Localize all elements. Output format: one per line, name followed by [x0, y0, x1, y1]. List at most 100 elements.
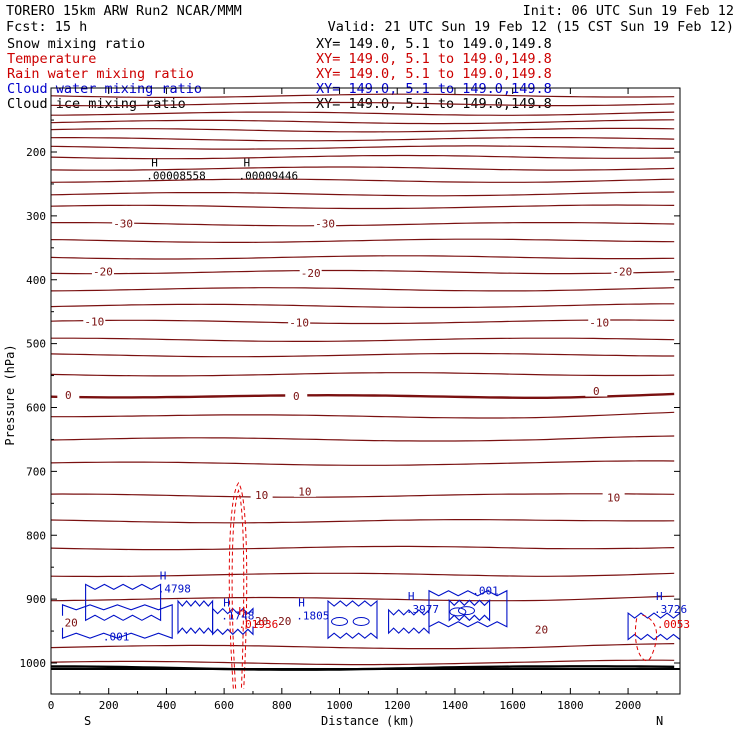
isotherm-label: 0	[65, 389, 72, 402]
x-tick-label: 1400	[442, 699, 469, 712]
isotherm-line	[51, 372, 675, 377]
cloud-water-maximum-marker: H	[160, 570, 167, 583]
isotherm-label: -20	[93, 266, 113, 279]
isotherm-line	[51, 93, 675, 98]
x-axis: 0 200 400 600 800 1000 1200 1400 1600 1800 2000	[48, 88, 658, 712]
cloud-water-maximum-marker: H	[223, 597, 230, 610]
cloud-water-maximum-value: .3977	[406, 603, 439, 616]
cloud-water-contour	[352, 616, 370, 626]
y-axis-title: Pressure (hPa)	[3, 344, 17, 445]
y-tick-label: 200	[26, 146, 46, 159]
cloud-water-maximum-value: .001	[103, 631, 130, 644]
legend-xy: XY= 149.0, 5.1 to 149.0,149.8	[316, 66, 552, 82]
rain-water-contours	[228, 482, 658, 689]
isotherm-labels: -30 -30 -20 -20 -20 -10 -10 -10 0 0 0 10 10 10 20 20 20 2…	[57, 217, 634, 636]
cloud-water-maximum-value: .4798	[158, 583, 191, 596]
isotherm-label: 10	[255, 489, 268, 502]
isotherm-label-bg	[250, 488, 273, 501]
isotherm-label-bg	[57, 388, 80, 401]
isotherm-label: -10	[84, 315, 104, 328]
isotherm-line	[51, 435, 675, 442]
x-tick-label: 600	[214, 699, 234, 712]
cloud-water-maximum-value: .001	[472, 585, 499, 598]
x-endpoint-right: N	[656, 714, 663, 728]
isotherm-line	[51, 337, 675, 342]
cloud-water-maximum-marker: H	[408, 590, 415, 603]
isotherm-line	[51, 411, 675, 419]
rain-water-maximum-marker: H	[239, 605, 246, 618]
x-tick-label: 1200	[384, 699, 411, 712]
legend-name: Rain water mixing ratio	[7, 66, 194, 82]
isotherm-line	[51, 119, 675, 125]
cloud-water-contour	[85, 583, 162, 622]
y-tick-label: 600	[26, 402, 46, 415]
isotherm-label: 10	[607, 492, 620, 505]
isotherm-label-bg	[588, 316, 611, 329]
cloud-water-contour	[428, 589, 508, 628]
isotherm-label-bg	[83, 314, 106, 327]
isotherm-label-bg	[585, 384, 608, 397]
isotherm-label: 20	[278, 615, 291, 628]
snow-maximum-marker: H	[151, 156, 158, 169]
isotherm-line	[51, 178, 675, 183]
isotherm-line	[51, 303, 675, 309]
header-title: TORERO 15km ARW Run2 NCAR/MMM	[6, 3, 242, 19]
isotherm-label-bg	[602, 491, 625, 504]
isotherm-line	[51, 269, 675, 275]
isotherm-line	[51, 352, 675, 358]
isotherm-line	[51, 519, 675, 524]
x-tick-label: 400	[156, 699, 176, 712]
isotherm-line	[51, 493, 675, 498]
legend-xy: XY= 149.0, 5.1 to 149.0,149.8	[316, 51, 552, 67]
isotherm-label: -30	[113, 218, 133, 231]
cloud-water-contours	[61, 583, 680, 641]
x-tick-label: 800	[272, 699, 292, 712]
isotherm-label-bg	[60, 615, 83, 628]
cloud-water-maximum-value: .1805	[296, 610, 329, 623]
x-tick-label: 2000	[615, 699, 642, 712]
isotherm-line	[51, 392, 675, 399]
legend: Snow mixing ratio XY= 149.0, 5.1 to 149.0…	[7, 36, 552, 112]
isotherm-line	[51, 127, 675, 133]
cloud-water-contour	[327, 599, 378, 640]
isotherm-label-bg	[112, 217, 135, 230]
y-tick-label: 1000	[20, 657, 47, 670]
isotherm-line	[51, 319, 675, 325]
isotherm-label-bg	[273, 614, 296, 627]
isotherm-line	[51, 101, 675, 107]
legend-name: Temperature	[7, 51, 96, 67]
isotherm-label: 0	[593, 385, 600, 398]
isotherm-line	[51, 287, 675, 292]
snow-maximum-value: .00008558	[146, 169, 206, 182]
isotherm-label-bg	[250, 614, 273, 627]
snow-maximum-marker: H	[244, 156, 251, 169]
isotherm-line	[51, 111, 675, 116]
isotherm-label: -20	[612, 266, 632, 279]
isotherm-label: 20	[535, 623, 548, 636]
snow-maximum-value: .00009446	[239, 169, 299, 182]
isotherm-line	[51, 460, 675, 466]
rain-water-contour	[228, 482, 248, 689]
legend-xy: XY= 149.0, 5.1 to 149.0,149.8	[316, 36, 552, 52]
y-tick-label: 300	[26, 210, 46, 223]
isotherm-label-bg	[314, 217, 337, 230]
cloud-water-maximum-marker: H	[298, 597, 305, 610]
isotherm-line	[51, 145, 675, 150]
legend-name: Cloud ice mixing ratio	[7, 96, 186, 112]
x-endpoint-left: S	[84, 714, 91, 728]
isotherm-line	[51, 238, 675, 243]
cloud-water-contour	[61, 604, 173, 639]
isotherm-line	[51, 166, 675, 171]
isotherm-line	[51, 545, 675, 551]
isotherm-line	[51, 191, 675, 197]
x-tick-label: 0	[48, 699, 55, 712]
isotherm-label: -10	[589, 317, 609, 330]
plot-frame	[50, 87, 681, 695]
isotherm-label: 20	[255, 615, 268, 628]
temperature-isotherms	[51, 93, 675, 671]
isotherm-label-bg	[530, 622, 553, 635]
header-init: Init: 06 UTC Sun 19 Feb 12	[523, 3, 734, 19]
isotherm-label-bg	[91, 265, 114, 278]
rain-water-maximum-value: .0053	[657, 618, 690, 631]
